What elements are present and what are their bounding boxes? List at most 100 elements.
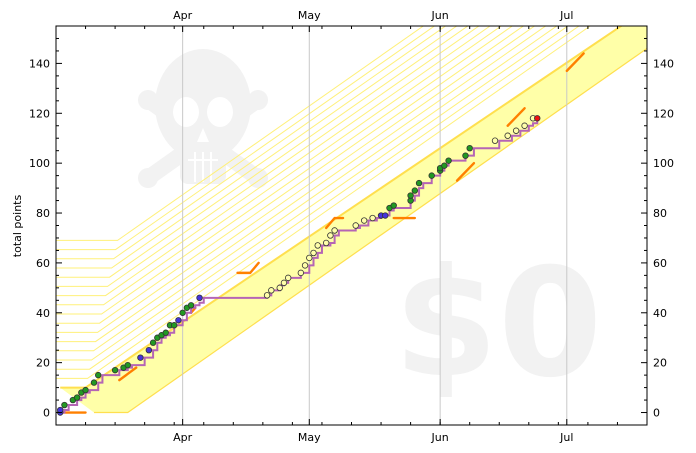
data-point [82, 386, 89, 394]
data-point [187, 302, 195, 309]
guide-lines [56, 26, 591, 379]
data-point [382, 212, 389, 219]
data-point [441, 162, 448, 169]
guide-line [56, 26, 469, 278]
y-tick-label-right: 60 [653, 257, 667, 270]
y-tick-label-right: 40 [653, 307, 667, 320]
data-point [268, 287, 275, 294]
y-tick-label-right: 20 [653, 357, 667, 370]
data-point [284, 274, 292, 282]
data-point [512, 127, 520, 134]
data-point [57, 406, 64, 414]
y-tick-label: 120 [29, 107, 50, 120]
x-tick-label-top: Jul [559, 9, 573, 22]
guide-line [56, 26, 425, 241]
target-band [60, 26, 647, 413]
y-tick-label: 60 [36, 257, 50, 270]
x-tick-label: Apr [173, 431, 193, 444]
data-point [491, 137, 499, 144]
band-lower-edge [93, 47, 647, 414]
data-point [322, 239, 330, 247]
data-point [95, 371, 102, 379]
data-point [90, 379, 98, 386]
y-tick-label-right: 120 [653, 107, 674, 120]
guide-line [56, 26, 503, 306]
y-tick-label: 40 [36, 307, 50, 320]
data-point [327, 232, 334, 239]
y-tick-label: 20 [36, 357, 50, 370]
data-point [73, 394, 81, 401]
points-layer [57, 115, 541, 416]
orange-segment [118, 366, 138, 382]
watermark-text: $0 [394, 237, 603, 411]
guide-line [56, 26, 514, 315]
data-point [280, 279, 288, 287]
guide-line [56, 26, 447, 260]
y-tick-label: 80 [36, 207, 50, 220]
x-tick-label: May [298, 431, 321, 444]
x-tick-label: Jul [559, 431, 573, 444]
data-point [428, 172, 435, 179]
data-point [314, 242, 321, 249]
guide-line [56, 26, 547, 343]
data-point [175, 317, 182, 324]
data-point [411, 187, 419, 194]
guide-line [56, 26, 536, 333]
data-point [504, 132, 511, 139]
data-point [170, 322, 178, 329]
y-tick-label: 140 [29, 57, 50, 70]
y-tick-label-right: 140 [653, 57, 674, 70]
y-axis-title: total points [11, 195, 24, 258]
y-tick-label: 0 [43, 407, 50, 420]
data-point [149, 339, 157, 346]
data-point [137, 354, 144, 361]
orange-segment [506, 107, 526, 127]
data-point [297, 269, 305, 277]
data-point [369, 214, 376, 222]
orange-segment [236, 261, 260, 275]
orange-segment [324, 216, 345, 230]
data-point [301, 262, 309, 269]
watermark: $0 [138, 49, 602, 411]
data-point [310, 249, 317, 257]
data-point [331, 227, 338, 234]
data-point [352, 222, 359, 229]
data-point [390, 202, 397, 209]
data-point [276, 284, 283, 292]
guide-line [56, 26, 491, 297]
guide-line [56, 26, 436, 251]
data-point [415, 179, 423, 187]
data-point [521, 122, 528, 129]
data-point [196, 294, 203, 302]
guide-line [56, 26, 591, 379]
guide-line [56, 26, 569, 361]
data-point [263, 292, 271, 299]
orange-segments [59, 52, 585, 414]
data-point [111, 366, 119, 374]
x-tick-label: Jun [431, 431, 449, 444]
orange-segment [455, 161, 476, 182]
data-point [124, 361, 131, 369]
y-tick-label-right: 100 [653, 157, 674, 170]
y-tick-label-right: 0 [653, 407, 660, 420]
month-gridlines [182, 26, 568, 425]
guide-line [56, 26, 580, 370]
data-point [179, 309, 186, 316]
data-point [162, 329, 169, 336]
data-point [61, 401, 68, 409]
data-point [534, 115, 541, 122]
guide-line [56, 26, 458, 269]
orange-segment [565, 52, 585, 73]
data-point [445, 157, 452, 164]
y-tick-label-right: 80 [653, 207, 667, 220]
x-tick-label-top: Jun [431, 9, 449, 22]
data-point [145, 346, 153, 354]
data-point [462, 152, 469, 159]
data-point [306, 254, 313, 262]
data-point [360, 217, 368, 224]
data-point [407, 192, 414, 199]
x-axis: Apr Apr May May Jun Jun Jul Jul [55, 9, 648, 444]
y-tick-label: 100 [29, 157, 50, 170]
guide-line [56, 26, 525, 324]
